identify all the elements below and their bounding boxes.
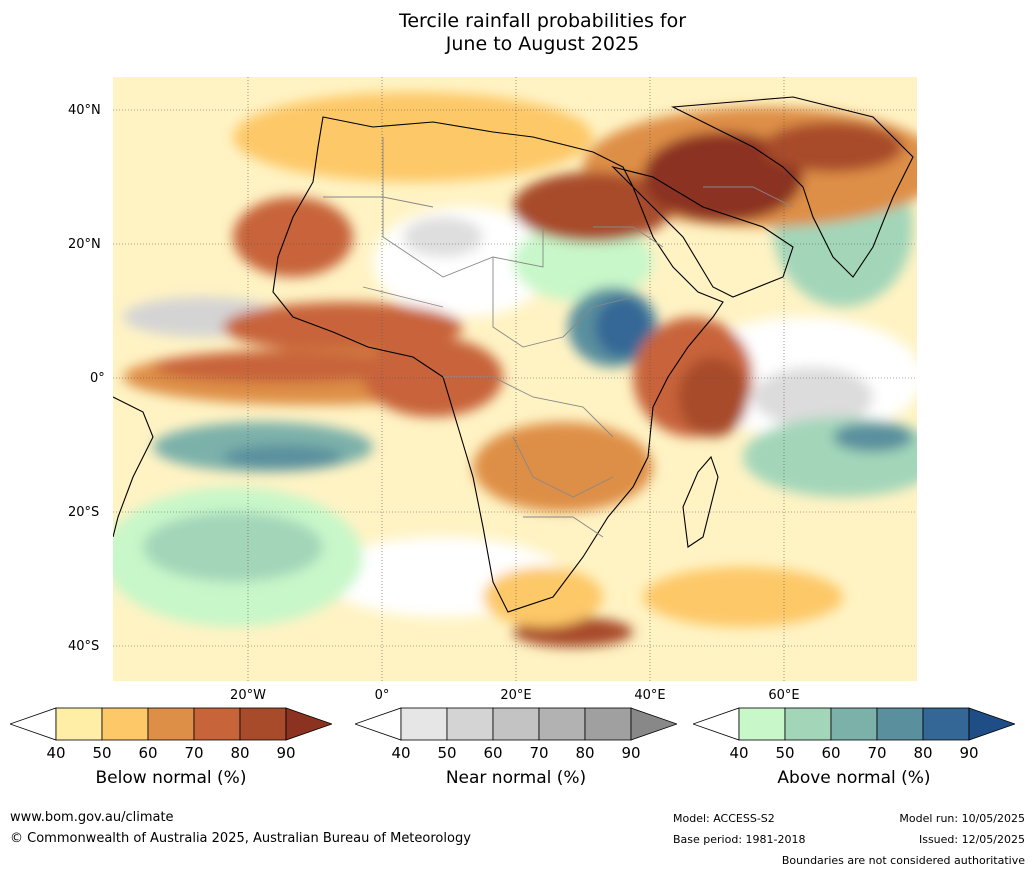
colorbar-near-normal [355, 706, 677, 742]
tick: 80 [575, 744, 595, 762]
colorbar-near-normal-swatches [355, 707, 677, 741]
colorbar-swatch [193, 707, 241, 741]
colorbar-swatch [239, 707, 287, 741]
tick: 90 [276, 744, 296, 762]
lon-label-0: 0° [374, 688, 390, 703]
graticule [113, 77, 917, 681]
colorbar-near-title: Near normal (%) [445, 768, 587, 788]
probability-field [113, 92, 917, 647]
colorbar-above-normal [693, 706, 1015, 742]
colorbar-swatch [784, 707, 832, 741]
colorbar-above-normal-swatches [693, 707, 1015, 741]
issued-date: Issued: 12/05/2025 [918, 833, 1025, 846]
colorbar-swatch [538, 707, 586, 741]
lon-label-40e: 40°E [634, 688, 666, 703]
colorbar-swatch [738, 707, 786, 741]
website-link[interactable]: www.bom.gov.au/climate [10, 810, 174, 825]
tick: 80 [230, 744, 250, 762]
model-name: Model: ACCESS-S2 [673, 812, 775, 825]
lat-label-40n: 40°N [68, 103, 101, 118]
tick: 80 [913, 744, 933, 762]
tick: 50 [92, 744, 112, 762]
colorbar-swatch [876, 707, 924, 741]
colorbar-swatch [922, 707, 970, 741]
colorbar-low-extend [355, 707, 402, 741]
colorbar-swatch [584, 707, 632, 741]
colorbar-low-extend [10, 707, 57, 741]
tick: 50 [775, 744, 795, 762]
colorbar-above-title: Above normal (%) [777, 768, 931, 788]
title-line-2: June to August 2025 [445, 33, 640, 55]
chart-title: Tercile rainfall probabilities for June … [0, 10, 1035, 56]
colorbar-high-extend [285, 707, 332, 741]
colorbar-below-title: Below normal (%) [95, 768, 247, 788]
colorbar-high-extend [630, 707, 677, 741]
tick: 90 [621, 744, 641, 762]
colorbar-swatch [101, 707, 149, 741]
tick: 60 [483, 744, 503, 762]
colorbar-high-extend [968, 707, 1015, 741]
tick: 70 [529, 744, 549, 762]
lon-label-20w: 20°W [230, 688, 266, 703]
colorbar-swatch [830, 707, 878, 741]
colorbar-below-normal [10, 706, 332, 742]
map-canvas [113, 77, 917, 681]
lat-label-equator: 0° [90, 371, 105, 386]
tick: 40 [391, 744, 411, 762]
boundary-disclaimer: Boundaries are not considered authoritat… [781, 854, 1025, 867]
colorbar-swatch [492, 707, 540, 741]
tick: 70 [867, 744, 887, 762]
lat-label-20n: 20°N [68, 237, 101, 252]
title-line-1: Tercile rainfall probabilities for [398, 10, 687, 32]
colorbar-below-normal-swatches [10, 707, 332, 741]
tick: 60 [138, 744, 158, 762]
country-borders [323, 137, 794, 538]
lat-label-40s: 40°S [68, 639, 100, 654]
copyright-text: © Commonwealth of Australia 2025, Austra… [10, 831, 471, 846]
coastlines [113, 96, 914, 613]
lon-label-60e: 60°E [768, 688, 800, 703]
colorbar-swatch [400, 707, 448, 741]
tick: 70 [184, 744, 204, 762]
model-run-date: Model run: 10/05/2025 [899, 812, 1025, 825]
tick: 50 [437, 744, 457, 762]
rainfall-probability-map [113, 77, 917, 681]
base-period: Base period: 1981-2018 [673, 833, 806, 846]
tick: 60 [821, 744, 841, 762]
tick: 40 [729, 744, 749, 762]
colorbar-low-extend [693, 707, 740, 741]
tick: 40 [46, 744, 66, 762]
colorbar-swatch [55, 707, 103, 741]
lat-label-20s: 20°S [68, 505, 100, 520]
colorbar-swatch [147, 707, 195, 741]
tick: 90 [959, 744, 979, 762]
lon-label-20e: 20°E [500, 688, 532, 703]
colorbar-swatch [446, 707, 494, 741]
